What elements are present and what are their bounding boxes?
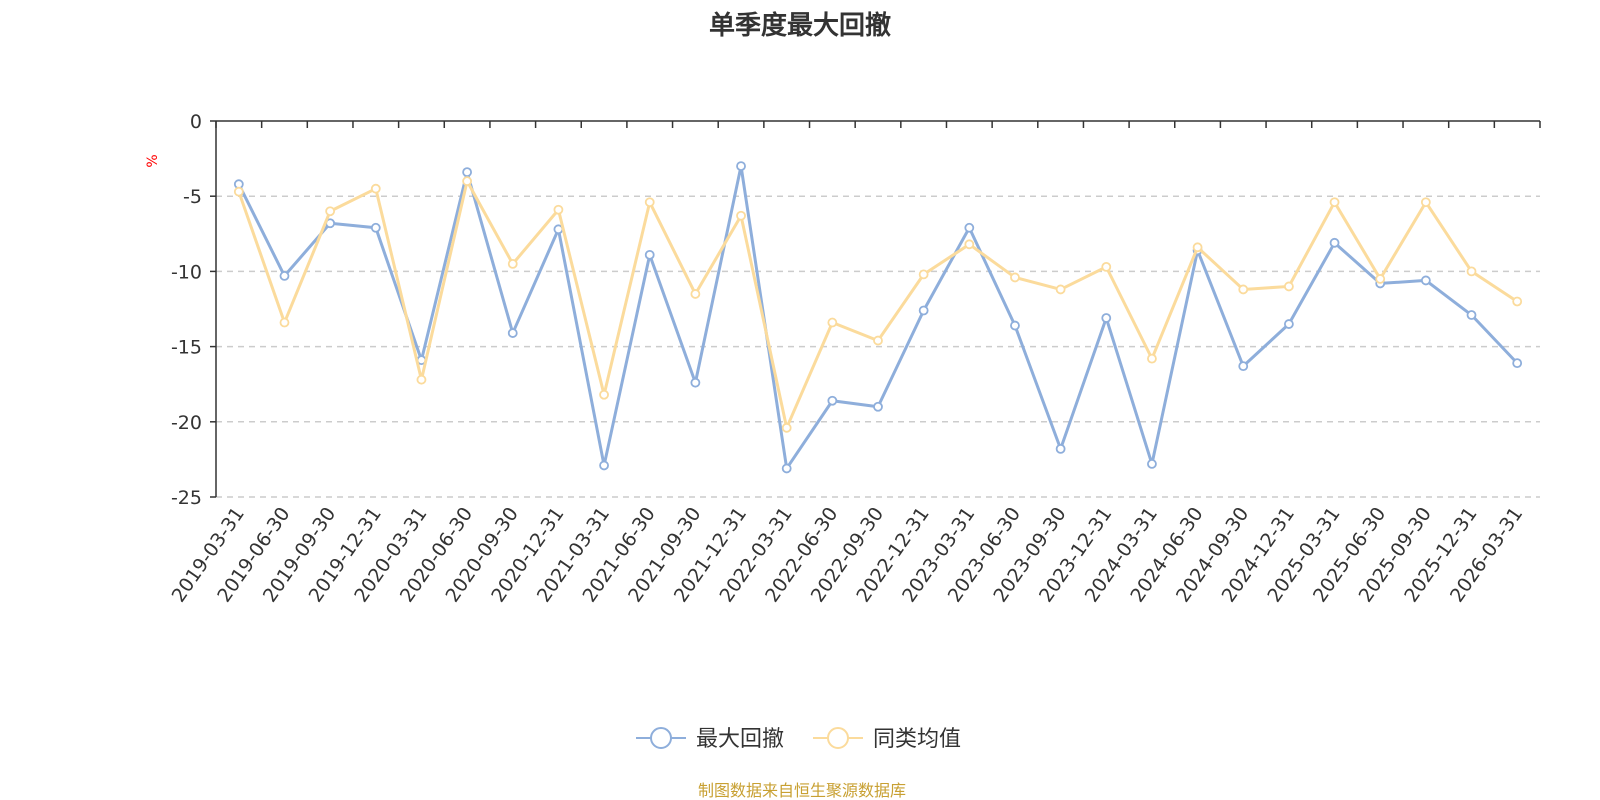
data-point[interactable] [690,289,701,299]
data-point[interactable] [462,167,473,178]
data-point[interactable] [781,463,792,474]
data-point[interactable] [964,239,975,250]
legend: 最大回撤 同类均值 [636,727,961,752]
data-point[interactable] [370,183,381,194]
data-point[interactable] [690,377,701,388]
data-point[interactable] [599,460,609,471]
data-point[interactable] [873,335,883,346]
data-point[interactable] [325,206,336,217]
data-point[interactable] [1238,284,1249,295]
data-point[interactable] [644,197,655,208]
chart-title: 单季度最大回撤 [709,10,891,41]
data-point[interactable] [918,305,929,316]
data-point[interactable] [1283,319,1294,329]
data-point[interactable] [1512,358,1523,369]
data-point[interactable] [416,374,427,385]
legend-label-max-drawdown: 最大回撤 [696,727,784,752]
data-point[interactable] [1466,266,1477,277]
data-point[interactable] [1147,353,1157,364]
data-point[interactable] [507,258,518,269]
data-point[interactable] [1329,197,1340,208]
y-tick-label: -5 [183,186,202,208]
y-axis-unit-label: % [145,154,161,167]
data-point[interactable] [1010,320,1020,331]
y-tick-label: -15 [171,337,202,359]
data-point[interactable] [1055,284,1066,295]
data-point[interactable] [370,222,381,233]
data-point[interactable] [1283,281,1294,292]
data-point[interactable] [279,317,290,328]
data-point[interactable] [964,222,975,233]
data-point[interactable] [279,271,290,281]
y-tick-label: -20 [171,412,202,434]
series-line-1 [237,179,1518,430]
series-1 [233,176,1523,433]
data-point[interactable] [644,249,655,260]
data-point[interactable] [1147,459,1157,469]
data-point[interactable] [1238,361,1249,372]
data-point[interactable] [1055,443,1066,454]
data-point[interactable] [1101,313,1112,323]
data-point[interactable] [918,269,929,280]
data-point[interactable] [1101,261,1112,272]
data-point[interactable] [507,328,518,338]
data-point[interactable] [1329,237,1340,248]
data-point[interactable] [1010,272,1020,283]
data-point[interactable] [827,395,838,406]
series-group [233,161,1523,474]
y-tick-label: -10 [171,261,202,283]
data-point[interactable] [1466,310,1477,320]
x-axis: 2019-03-312019-06-302019-09-302019-12-31… [168,120,1541,606]
data-point[interactable] [1512,296,1523,307]
data-point[interactable] [553,204,564,215]
data-point[interactable] [1420,275,1431,286]
legend-item-category-average[interactable]: 同类均值 [813,727,961,752]
y-tick-label: 0 [190,111,202,133]
y-tick-label: -25 [171,487,202,509]
data-point[interactable] [736,161,746,172]
y-axis: 0 -5 -10 -15 -20 -25 [171,111,217,509]
data-point[interactable] [233,186,244,197]
legend-swatch-marker-max-drawdown [650,727,672,749]
data-point[interactable] [1375,274,1386,284]
data-source-note: 制图数据来自恒生聚源数据库 [698,781,906,800]
data-point[interactable] [1420,197,1431,208]
data-point[interactable] [873,401,883,412]
data-point[interactable] [827,317,838,328]
data-point[interactable] [462,176,473,187]
series-0 [233,161,1523,474]
legend-label-category-average: 同类均值 [873,727,961,752]
data-point[interactable] [1192,242,1203,253]
legend-swatch-marker-category-average [827,727,849,749]
series-line-0 [237,164,1519,470]
data-point[interactable] [736,210,746,221]
legend-item-max-drawdown[interactable]: 最大回撤 [636,727,784,752]
data-point[interactable] [599,389,609,400]
data-point[interactable] [781,422,792,433]
